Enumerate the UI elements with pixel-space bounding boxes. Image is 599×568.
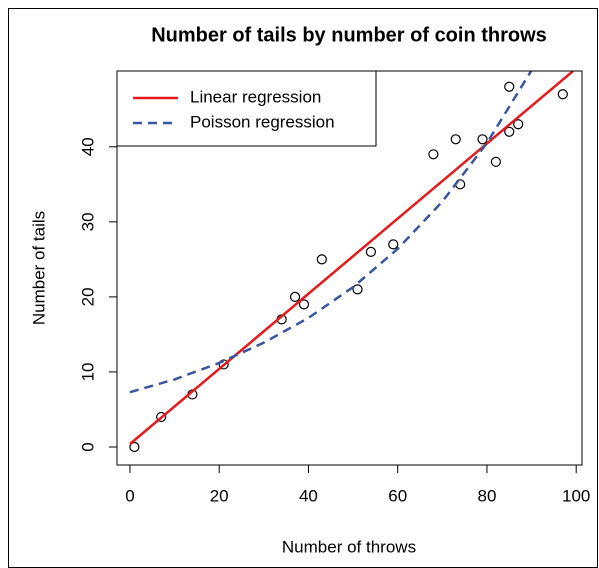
y-axis-label: Number of tails [29,211,48,325]
regression-line [129,71,533,394]
data-point [365,246,377,257]
x-tick-label: 40 [299,486,318,505]
y-tick-label: 30 [78,212,97,231]
data-point [428,149,439,160]
data-point [504,81,515,92]
y-tick-label: 20 [78,287,97,306]
data-point [156,411,167,423]
data-point [298,299,310,310]
y-tick-label: 40 [78,137,97,156]
data-point [388,239,399,250]
data-point [450,134,461,145]
x-tick-label: 80 [477,486,496,505]
legend-box [116,70,377,147]
data-point [477,134,488,145]
x-tick-label: 60 [388,486,407,505]
y-tick-label: 0 [78,442,97,451]
x-axis-label: Number of throws [282,537,416,556]
data-point [289,291,301,302]
data-point [504,126,515,137]
x-tick-label: 100 [562,486,590,505]
y-tick-label: 10 [78,362,97,381]
data-point [129,441,140,453]
x-tick-label: 20 [210,486,229,505]
legend-label: Poisson regression [190,112,335,131]
data-point [490,156,501,167]
data-point [218,359,229,370]
data-point [557,89,568,100]
data-point [316,254,327,265]
regression-line [129,71,574,445]
data-point [513,119,524,130]
data-point [352,284,363,295]
x-tick-label: 0 [125,486,134,505]
legend-label: Linear regression [190,87,321,106]
chart-title: Number of tails by number of coin throws [151,24,547,46]
